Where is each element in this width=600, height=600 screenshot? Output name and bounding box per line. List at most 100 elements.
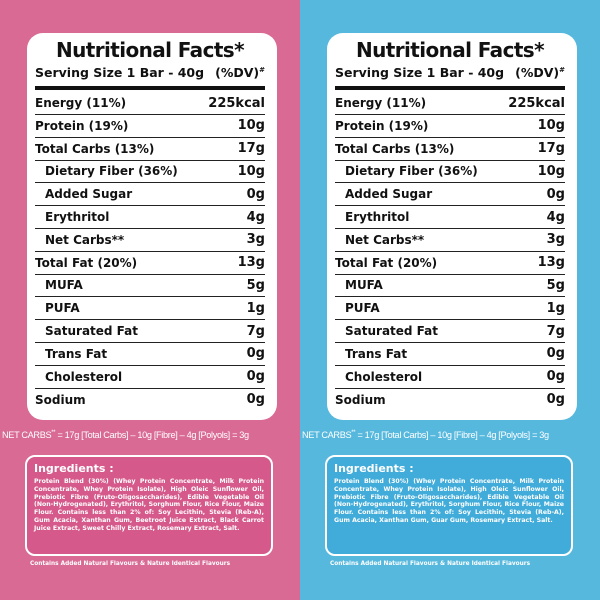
nutrient-value: 4g [546, 209, 565, 225]
nutrient-label: Energy (11%) [335, 96, 427, 111]
dv-mark: # [259, 66, 265, 74]
nutrient-row: Sodium 0g [35, 389, 265, 412]
nutrient-label: PUFA [345, 301, 380, 316]
nutrient-row: Erythritol 4g [335, 206, 565, 229]
nutrient-value: 5g [546, 277, 565, 293]
nutrient-label: Sodium [35, 392, 86, 407]
serving-size-line: Serving Size 1 Bar - 40g (%DV)# [335, 62, 565, 91]
nutrient-label: Total Fat (20%) [35, 255, 138, 270]
nutrient-value: 10g [537, 163, 565, 179]
nutrient-row: Cholesterol 0g [335, 366, 565, 389]
nutrient-value: 7g [546, 323, 565, 339]
nutrient-value: 5g [246, 277, 265, 293]
nutrient-label: Dietary Fiber (36%) [345, 164, 478, 179]
serving-size-line: Serving Size 1 Bar - 40g (%DV)# [35, 62, 265, 91]
nutrient-row: Saturated Fat 7g [35, 320, 265, 343]
nutrient-value: 0g [546, 346, 565, 362]
ingredients-title: Ingredients : [34, 462, 114, 475]
nutrient-value: 13g [537, 255, 565, 271]
nutrient-value: 10g [237, 163, 265, 179]
nutrient-row: Dietary Fiber (36%) 10g [35, 161, 265, 184]
ingredients-text: Protein Blend (30%) (Whey Protein Concen… [34, 478, 264, 532]
nutrient-value: 225kcal [508, 95, 565, 111]
nutrient-value: 225kcal [208, 95, 265, 111]
ingredients-title: Ingredients : [334, 462, 414, 475]
nutrient-label: Saturated Fat [345, 324, 439, 339]
nutrient-row: MUFA 5g [335, 275, 565, 298]
nutrient-row: MUFA 5g [35, 275, 265, 298]
nutrient-row: Dietary Fiber (36%) 10g [335, 161, 565, 184]
nutrient-value: 17g [537, 141, 565, 157]
nutrient-label: PUFA [45, 301, 80, 316]
nutrient-row: Saturated Fat 7g [335, 320, 565, 343]
nutrient-label: Sodium [335, 392, 386, 407]
nutrient-row: Trans Fat 0g [335, 343, 565, 366]
nutrient-row: Cholesterol 0g [35, 366, 265, 389]
ingredients-box: Ingredients : Protein Blend (30%) (Whey … [325, 455, 573, 556]
nutrient-value: 1g [546, 300, 565, 316]
net-carbs-formula: NET CARBS** = 17g [Total Carbs] – 10g [F… [2, 430, 249, 441]
nutrient-row: Erythritol 4g [35, 206, 265, 229]
flavour-footnote: Contains Added Natural Flavours & Nature… [330, 561, 531, 567]
nutrient-row: Energy (11%) 225kcal [335, 92, 565, 115]
nutrient-value: 3g [246, 232, 265, 248]
panel-blue: Nutritional Facts* Serving Size 1 Bar - … [300, 0, 600, 600]
nutrient-label: Erythritol [45, 210, 110, 225]
nutrient-label: Trans Fat [45, 346, 108, 361]
nutrient-label: MUFA [45, 278, 83, 293]
nutrient-row: Net Carbs** 3g [335, 229, 565, 252]
nutrient-row: Protein (19%) 10g [335, 115, 565, 138]
nutrient-value: 17g [237, 141, 265, 157]
nutrient-row: Total Carbs (13%) 17g [35, 138, 265, 161]
nutrient-value: 0g [246, 369, 265, 385]
nutrient-value: 0g [246, 392, 265, 408]
nutrient-label: Protein (19%) [35, 118, 129, 133]
serving-size: Serving Size 1 Bar - 40g [35, 65, 205, 81]
nutrient-label: Total Carbs (13%) [35, 141, 155, 156]
nutrient-label: Added Sugar [45, 187, 133, 202]
card-title: Nutritional Facts* [56, 38, 245, 62]
nutrient-row: Added Sugar 0g [335, 183, 565, 207]
ingredients-box: Ingredients : Protein Blend (30%) (Whey … [25, 455, 273, 556]
nutrient-value: 3g [546, 232, 565, 248]
nutrient-value: 10g [237, 118, 265, 134]
dv-header: (%DV)# [215, 65, 265, 81]
nutrient-row: Total Fat (20%) 13g [35, 252, 265, 275]
dv-header: (%DV)# [515, 65, 565, 81]
nutrient-row: Total Fat (20%) 13g [335, 252, 565, 275]
net-carbs-formula: NET CARBS** = 17g [Total Carbs] – 10g [F… [302, 430, 549, 441]
dv-mark: # [559, 66, 565, 74]
nutrient-label: Cholesterol [345, 369, 423, 384]
nutrient-label: Total Fat (20%) [335, 255, 438, 270]
nutrient-label: Dietary Fiber (36%) [45, 164, 178, 179]
ingredients-text: Protein Blend (30%) (Whey Protein Concen… [334, 478, 564, 524]
nutrient-row: Added Sugar 0g [35, 183, 265, 207]
nutrient-row: Sodium 0g [335, 389, 565, 412]
nutrient-row: PUFA 1g [335, 297, 565, 321]
nutrient-value: 7g [246, 323, 265, 339]
nutrient-label: Saturated Fat [45, 324, 139, 339]
nutrient-label: Erythritol [345, 210, 410, 225]
nutrient-value: 0g [246, 186, 265, 202]
nutrient-label: Cholesterol [45, 369, 123, 384]
nutrient-row: PUFA 1g [35, 297, 265, 321]
nutrient-row: Energy (11%) 225kcal [35, 92, 265, 115]
nutrient-row: Trans Fat 0g [35, 343, 265, 366]
nutrition-facts-card: Nutritional Facts* Serving Size 1 Bar - … [27, 33, 277, 420]
nutrient-value: 10g [537, 118, 565, 134]
nutrient-label: Trans Fat [345, 346, 408, 361]
nutrient-label: Added Sugar [345, 187, 433, 202]
panel-pink: Nutritional Facts* Serving Size 1 Bar - … [0, 0, 300, 600]
nutrient-value: 1g [246, 300, 265, 316]
nutrient-value: 4g [246, 209, 265, 225]
nutrient-label: MUFA [345, 278, 383, 293]
nutrient-value: 13g [237, 255, 265, 271]
nutrient-rows: Energy (11%) 225kcal Protein (19%) 10g Total… [35, 92, 265, 411]
nutrient-label: Net Carbs** [345, 232, 425, 247]
nutrient-label: Energy (11%) [35, 96, 127, 111]
nutrient-row: Net Carbs** 3g [35, 229, 265, 252]
nutrient-row: Total Carbs (13%) 17g [335, 138, 565, 161]
nutrient-value: 0g [546, 186, 565, 202]
nutrient-row: Protein (19%) 10g [35, 115, 265, 138]
